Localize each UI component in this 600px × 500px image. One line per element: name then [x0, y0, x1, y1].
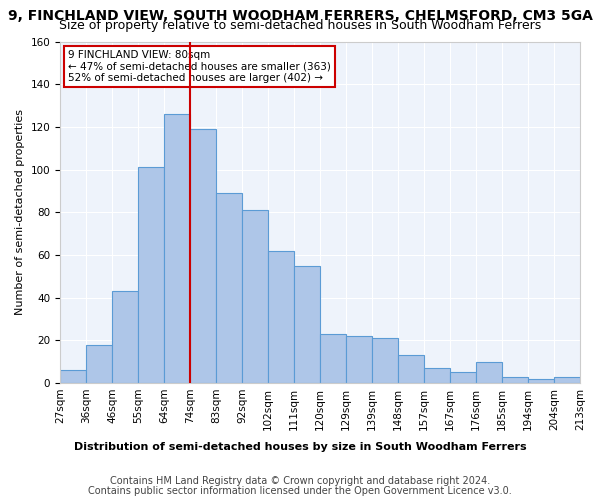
Bar — [242, 210, 268, 383]
Bar — [294, 266, 320, 383]
Bar — [320, 334, 346, 383]
Bar — [60, 370, 86, 383]
Text: Distribution of semi-detached houses by size in South Woodham Ferrers: Distribution of semi-detached houses by … — [74, 442, 526, 452]
Bar — [112, 291, 138, 383]
Bar — [190, 129, 216, 383]
Bar — [554, 376, 580, 383]
Bar — [476, 362, 502, 383]
Bar — [164, 114, 190, 383]
Bar — [216, 193, 242, 383]
Y-axis label: Number of semi-detached properties: Number of semi-detached properties — [15, 110, 25, 316]
Bar — [424, 368, 450, 383]
Text: Contains public sector information licensed under the Open Government Licence v3: Contains public sector information licen… — [88, 486, 512, 496]
Bar — [268, 250, 294, 383]
Bar — [346, 336, 372, 383]
Bar — [528, 378, 554, 383]
Bar — [450, 372, 476, 383]
Bar — [86, 344, 112, 383]
Text: Contains HM Land Registry data © Crown copyright and database right 2024.: Contains HM Land Registry data © Crown c… — [110, 476, 490, 486]
Text: 9, FINCHLAND VIEW, SOUTH WOODHAM FERRERS, CHELMSFORD, CM3 5GA: 9, FINCHLAND VIEW, SOUTH WOODHAM FERRERS… — [8, 9, 592, 23]
Bar — [502, 376, 528, 383]
Bar — [372, 338, 398, 383]
Text: Size of property relative to semi-detached houses in South Woodham Ferrers: Size of property relative to semi-detach… — [59, 19, 541, 32]
Bar — [398, 356, 424, 383]
Bar — [138, 168, 164, 383]
Text: 9 FINCHLAND VIEW: 80sqm
← 47% of semi-detached houses are smaller (363)
52% of s: 9 FINCHLAND VIEW: 80sqm ← 47% of semi-de… — [68, 50, 331, 83]
